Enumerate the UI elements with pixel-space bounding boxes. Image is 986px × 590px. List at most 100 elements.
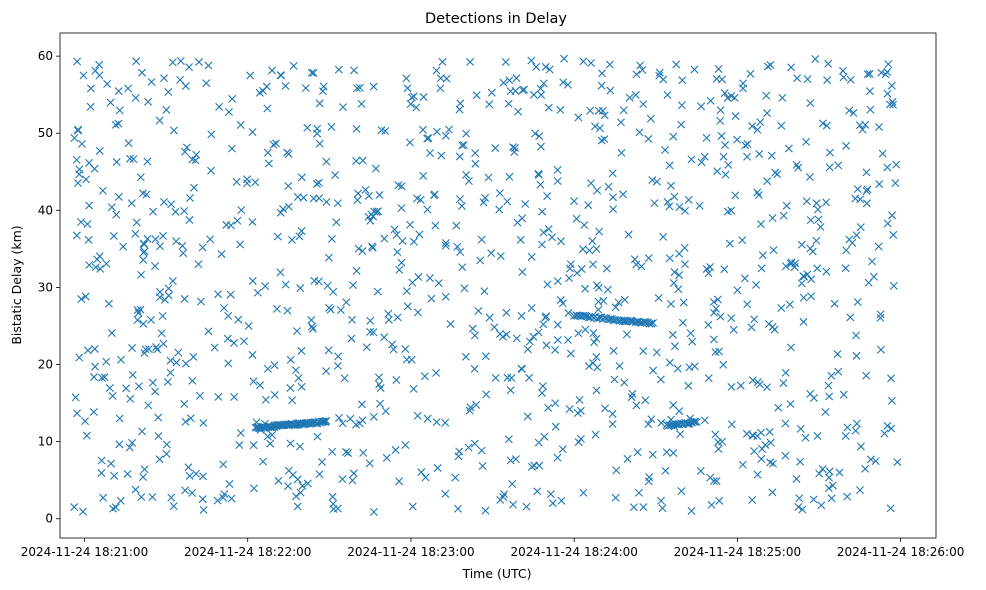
- data-point: [679, 298, 688, 307]
- data-point: [756, 118, 765, 127]
- data-point: [733, 286, 742, 295]
- data-point: [654, 293, 663, 302]
- data-point: [647, 415, 656, 424]
- data-point: [763, 177, 772, 186]
- data-point: [340, 374, 349, 383]
- data-point: [851, 426, 860, 435]
- data-point: [276, 268, 285, 277]
- data-point: [503, 197, 512, 206]
- data-point: [709, 308, 718, 317]
- data-point: [553, 335, 562, 344]
- data-point: [268, 66, 277, 75]
- data-point: [222, 220, 231, 229]
- data-point: [406, 220, 415, 229]
- data-point: [204, 327, 213, 336]
- data-point: [436, 84, 445, 93]
- data-point: [159, 198, 168, 206]
- data-point: [564, 335, 572, 344]
- data-point: [388, 340, 397, 349]
- data-point: [748, 496, 757, 504]
- data-point: [620, 295, 629, 304]
- data-point: [505, 172, 514, 181]
- data-point: [185, 471, 194, 480]
- data-point: [462, 170, 471, 179]
- data-point: [592, 386, 601, 395]
- data-point: [298, 481, 307, 490]
- data-point: [802, 137, 811, 146]
- data-point: [650, 199, 659, 208]
- data-point: [342, 447, 351, 456]
- data-point: [236, 429, 245, 437]
- data-point: [856, 442, 865, 451]
- data-point: [303, 479, 312, 488]
- data-point: [649, 318, 658, 327]
- data-point: [147, 77, 156, 86]
- data-point: [133, 306, 142, 315]
- data-point: [485, 313, 494, 322]
- data-point: [445, 125, 453, 134]
- data-point: [727, 314, 736, 323]
- data-point: [543, 192, 552, 201]
- data-point: [806, 99, 815, 108]
- data-point: [178, 241, 187, 250]
- data-point: [114, 87, 123, 96]
- data-point: [516, 235, 525, 244]
- data-point: [70, 503, 79, 512]
- data-point: [402, 287, 411, 296]
- y-tick-label: 20: [38, 358, 53, 372]
- data-point: [423, 414, 432, 423]
- data-point: [534, 169, 543, 178]
- data-point: [470, 364, 479, 373]
- data-point: [639, 347, 648, 356]
- data-point: [401, 441, 410, 449]
- y-tick-label: 40: [38, 203, 53, 217]
- data-point: [558, 445, 567, 454]
- data-point: [73, 126, 82, 135]
- data-point: [756, 220, 765, 229]
- data-point: [286, 439, 295, 448]
- data-point: [249, 484, 258, 493]
- data-point: [89, 407, 98, 416]
- data-point: [862, 199, 871, 208]
- data-point: [357, 99, 366, 108]
- data-point: [188, 488, 197, 497]
- data-point: [690, 65, 699, 74]
- data-point: [452, 221, 461, 230]
- data-point: [296, 488, 305, 497]
- data-point: [675, 202, 684, 211]
- data-point: [714, 64, 723, 73]
- data-point: [198, 472, 207, 481]
- data-point: [797, 240, 806, 249]
- data-point: [518, 86, 527, 95]
- data-point: [455, 447, 464, 456]
- data-point: [833, 350, 842, 359]
- data-point: [371, 164, 380, 173]
- data-point: [392, 230, 401, 239]
- x-tick-label: 2024-11-24 18:24:00: [510, 545, 637, 559]
- data-point: [536, 180, 545, 189]
- data-point: [564, 309, 573, 318]
- data-point: [716, 116, 725, 125]
- data-point: [433, 463, 442, 472]
- data-point: [423, 134, 432, 143]
- data-point: [588, 237, 597, 246]
- data-point: [419, 171, 428, 180]
- data-point: [230, 393, 239, 401]
- data-point: [762, 91, 771, 100]
- data-point: [713, 167, 722, 176]
- data-point: [559, 78, 568, 87]
- data-point: [766, 60, 775, 69]
- data-point: [544, 403, 553, 412]
- data-point: [729, 325, 738, 334]
- data-point: [72, 155, 81, 164]
- data-point: [665, 254, 674, 263]
- data-point: [521, 199, 530, 208]
- data-point: [272, 304, 281, 313]
- data-point: [617, 148, 626, 157]
- data-point: [75, 165, 84, 174]
- data-point: [786, 400, 795, 409]
- data-point: [409, 384, 418, 393]
- data-point: [753, 125, 762, 134]
- data-point: [594, 106, 603, 115]
- data-point: [824, 484, 833, 493]
